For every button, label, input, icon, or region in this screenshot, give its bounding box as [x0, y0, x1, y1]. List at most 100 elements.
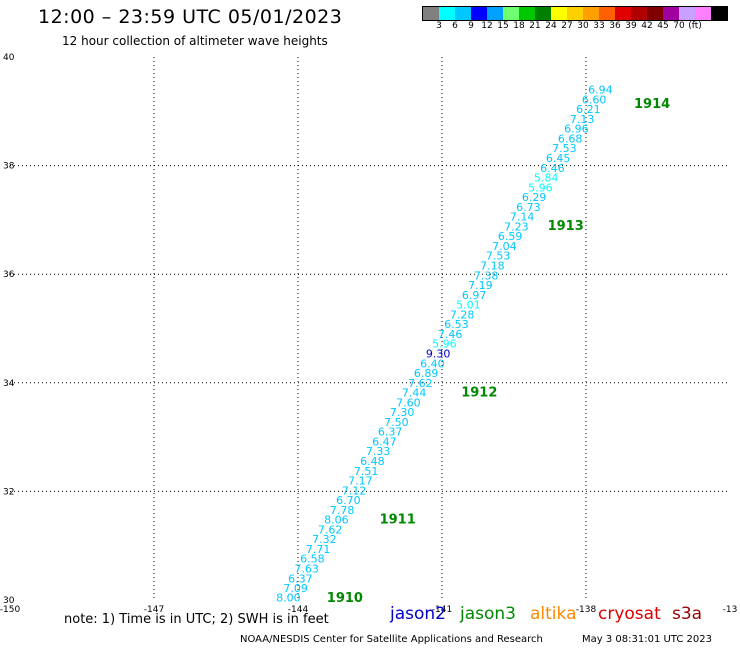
scale-swatch — [711, 7, 727, 20]
wave-height-point: 7.13 — [570, 113, 595, 126]
wave-height-point: 7.04 — [492, 240, 517, 253]
x-tick-label: -150 — [0, 605, 20, 615]
wave-height-point: 7.12 — [342, 484, 367, 497]
legend-item-cryosat: cryosat — [598, 604, 661, 624]
wave-height-point: 5.01 — [456, 299, 481, 312]
pass-number-label: 1913 — [548, 219, 584, 234]
x-tick-label: -144 — [288, 605, 309, 615]
wave-height-point: 8.06 — [324, 514, 349, 527]
wave-height-point: 7.18 — [480, 260, 505, 273]
legend-item-s3a: s3a — [672, 604, 703, 624]
scale-swatch — [583, 7, 599, 20]
wave-height-point: 9.30 — [426, 347, 451, 360]
scale-label: 70 — [673, 21, 685, 31]
scale-swatch — [551, 7, 567, 20]
wave-height-point: 7.23 — [504, 220, 529, 233]
wave-height-point: 6.40 — [420, 357, 445, 370]
scale-label: 3 — [436, 21, 442, 31]
scale-label: 9 — [468, 21, 474, 31]
wave-height-point: 7.32 — [312, 533, 337, 546]
legend-item-jason2: jason2 — [390, 604, 446, 624]
wave-height-point: 7.53 — [552, 142, 577, 155]
wave-height-point: 6.89 — [414, 367, 439, 380]
x-tick-label: -13 — [723, 605, 738, 615]
scale-label: 42 — [641, 21, 653, 31]
wave-height-point: 6.48 — [360, 455, 385, 468]
scale-label: 6 — [452, 21, 458, 31]
wave-height-point: 6.60 — [582, 93, 607, 106]
scale-label: 30 — [577, 21, 589, 31]
scale-label: 15 — [497, 21, 509, 31]
wave-height-point: 6.68 — [558, 132, 583, 145]
x-tick-label: -141 — [432, 605, 452, 615]
wave-height-point: 7.60 — [396, 396, 421, 409]
scale-label: (ft) — [688, 21, 702, 31]
wave-height-point: 6.47 — [372, 435, 397, 448]
color-scale-labels: 3 6 9 12 15 18 21 24 27 30 33 36 39 42 45 70 (ft) — [422, 21, 740, 35]
scale-label: 24 — [545, 21, 557, 31]
y-tick-label: 34 — [3, 379, 15, 389]
chart-subtitle: 12 hour collection of altimeter wave hei… — [62, 34, 328, 48]
wave-height-point: 6.70 — [336, 494, 361, 507]
scale-swatch — [695, 7, 711, 20]
scale-swatch — [519, 7, 535, 20]
scale-swatch — [471, 7, 487, 20]
wave-height-point: 7.63 — [294, 563, 319, 576]
y-tick-label: 36 — [3, 270, 15, 280]
scale-label: 39 — [625, 21, 637, 31]
generated-timestamp: May 3 08:31:01 UTC 2023 — [582, 634, 712, 645]
wave-height-point: 7.17 — [348, 475, 373, 488]
wave-height-point: 7.44 — [402, 387, 427, 400]
legend-item-altika: altika — [530, 604, 577, 624]
legend-item-jason3: jason3 — [460, 604, 516, 624]
wave-height-point: 7.38 — [474, 269, 499, 282]
wave-height-point: 7.28 — [450, 308, 475, 321]
wave-height-point: 6.73 — [516, 201, 541, 214]
footer-note: note: 1) Time is in UTC; 2) SWH is in fe… — [64, 612, 329, 627]
wave-height-point: 6.37 — [378, 426, 403, 439]
scale-swatch — [599, 7, 615, 20]
scale-swatch — [535, 7, 551, 20]
wave-height-point: 8.00 — [276, 591, 301, 604]
wave-height-point: 6.58 — [300, 553, 325, 566]
pass-number-label: 1912 — [461, 386, 497, 401]
scale-swatch — [423, 7, 439, 20]
pass-number-label: 1910 — [327, 591, 363, 606]
y-tick-label: 30 — [3, 596, 15, 606]
scale-label: 36 — [609, 21, 621, 31]
scale-swatch — [615, 7, 631, 20]
wave-height-point: 6.37 — [288, 572, 313, 585]
scale-swatch — [567, 7, 583, 20]
scale-swatch — [503, 7, 519, 20]
wave-height-point: 7.09 — [283, 582, 308, 595]
x-tick-label: -147 — [144, 605, 164, 615]
wave-height-point: 6.97 — [462, 289, 487, 302]
scale-label: 12 — [481, 21, 493, 31]
wave-height-point: 7.62 — [318, 523, 343, 536]
wave-height-point: 7.30 — [390, 406, 415, 419]
wave-height-point: 7.50 — [384, 416, 409, 429]
x-tick-label: -138 — [576, 605, 597, 615]
wave-height-point: 7.46 — [438, 328, 463, 341]
chart-title: 12:00 – 23:59 UTC 05/01/2023 — [38, 6, 343, 28]
scale-swatch — [679, 7, 695, 20]
wave-height-point: 6.53 — [444, 318, 469, 331]
y-tick-label: 40 — [3, 53, 15, 63]
wave-height-point: 6.45 — [546, 152, 571, 165]
wave-height-point: 5.84 — [534, 172, 559, 185]
wave-height-point: 7.19 — [468, 279, 493, 292]
scale-swatch — [647, 7, 663, 20]
wave-height-point: 6.94 — [588, 84, 613, 97]
wave-height-point: 6.96 — [564, 123, 589, 136]
wave-height-point: 7.51 — [354, 465, 379, 478]
wave-height-point: 7.53 — [486, 250, 511, 263]
wave-height-point: 7.14 — [510, 211, 535, 224]
scale-swatch — [663, 7, 679, 20]
wave-height-point: 6.21 — [576, 103, 601, 116]
wave-height-point: 6.59 — [498, 230, 523, 243]
wave-height-point: 7.62 — [408, 377, 433, 390]
y-tick-label: 38 — [3, 162, 15, 172]
scale-label: 45 — [657, 21, 669, 31]
wave-height-point: 6.29 — [522, 191, 547, 204]
